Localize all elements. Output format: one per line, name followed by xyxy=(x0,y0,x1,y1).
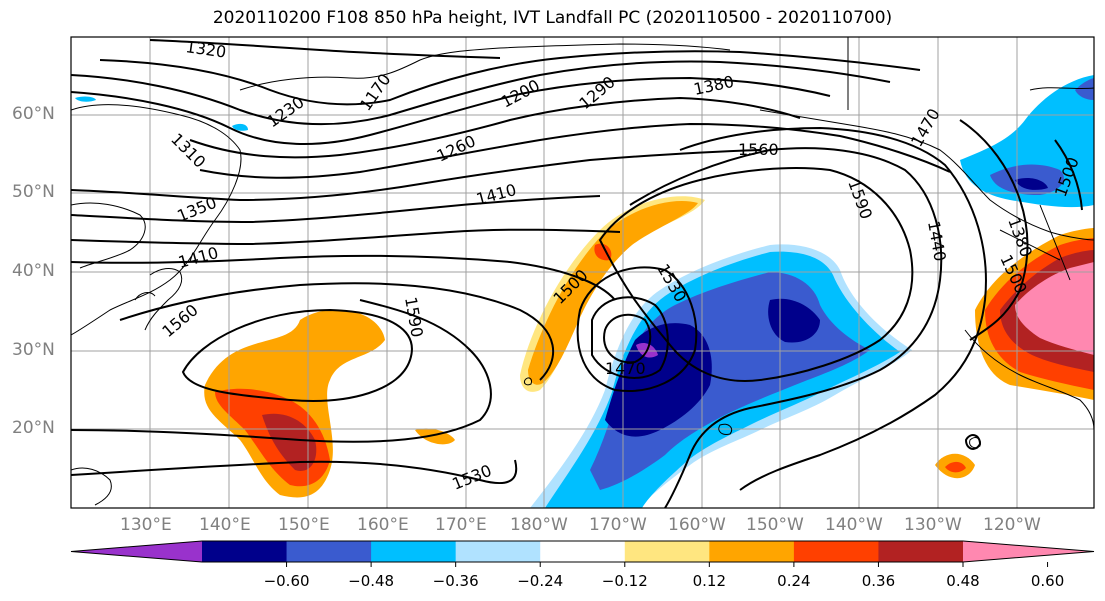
colorbar-segment xyxy=(286,541,372,562)
lon-label: 150°E xyxy=(278,515,330,535)
lat-label-40n: 40°N xyxy=(12,261,55,281)
lon-label: 170°W xyxy=(589,515,647,535)
colorbar-outline xyxy=(70,540,1095,563)
colorbar-tick-label: −0.24 xyxy=(517,572,564,590)
colorbar-extend-min xyxy=(71,541,202,562)
colorbar-segment xyxy=(455,541,541,562)
lon-label: 120°W xyxy=(983,515,1041,535)
colorbar-segment xyxy=(371,541,457,562)
lon-label: 180°W xyxy=(510,515,568,535)
colorbar-tick-label: 0.36 xyxy=(861,572,896,590)
graticule xyxy=(71,37,1094,508)
lon-label: 160°E xyxy=(357,515,409,535)
lat-label-30n: 30°N xyxy=(12,340,55,360)
lat-label-50n: 50°N xyxy=(12,182,55,202)
colorbar-tick-label: 0.12 xyxy=(692,572,727,590)
colorbar-extend-max xyxy=(963,541,1094,562)
lat-label-20n: 20°N xyxy=(12,418,55,438)
lon-label: 130°E xyxy=(120,515,172,535)
map-frame xyxy=(70,36,1095,509)
colorbar-segment xyxy=(878,541,964,562)
colorbar-tick-label: −0.36 xyxy=(432,572,479,590)
lon-label: 130°W xyxy=(904,515,962,535)
colorbar-tick-label: 0.48 xyxy=(946,572,980,590)
lon-label: 170°E xyxy=(435,515,487,535)
colorbar-segment xyxy=(540,541,626,562)
colorbar-segment xyxy=(202,541,288,562)
height-contours xyxy=(71,39,1083,508)
contour-label: 1470 xyxy=(605,359,646,378)
map-title: 2020110200 F108 850 hPa height, IVT Land… xyxy=(212,8,893,28)
lon-label: 150°W xyxy=(746,515,804,535)
colorbar-segment xyxy=(793,541,879,562)
colorbar-tick-label: −0.12 xyxy=(601,572,648,590)
colorbar-tick-label: 0.60 xyxy=(1030,572,1065,590)
lat-label-60n: 60°N xyxy=(12,104,55,124)
lon-label: 160°W xyxy=(668,515,726,535)
ivt-shading xyxy=(75,75,1094,508)
colorbar-tick-label: 0.24 xyxy=(777,572,811,590)
lon-label: 140°E xyxy=(199,515,251,535)
lon-label: 140°W xyxy=(825,515,883,535)
colorbar-segment xyxy=(624,541,710,562)
colorbar-tick-label: −0.48 xyxy=(348,572,395,590)
colorbar-segment xyxy=(709,541,795,562)
colorbar-tick-label: −0.60 xyxy=(263,572,310,590)
contour-label: 1560 xyxy=(738,140,779,159)
coastlines xyxy=(71,37,1094,506)
